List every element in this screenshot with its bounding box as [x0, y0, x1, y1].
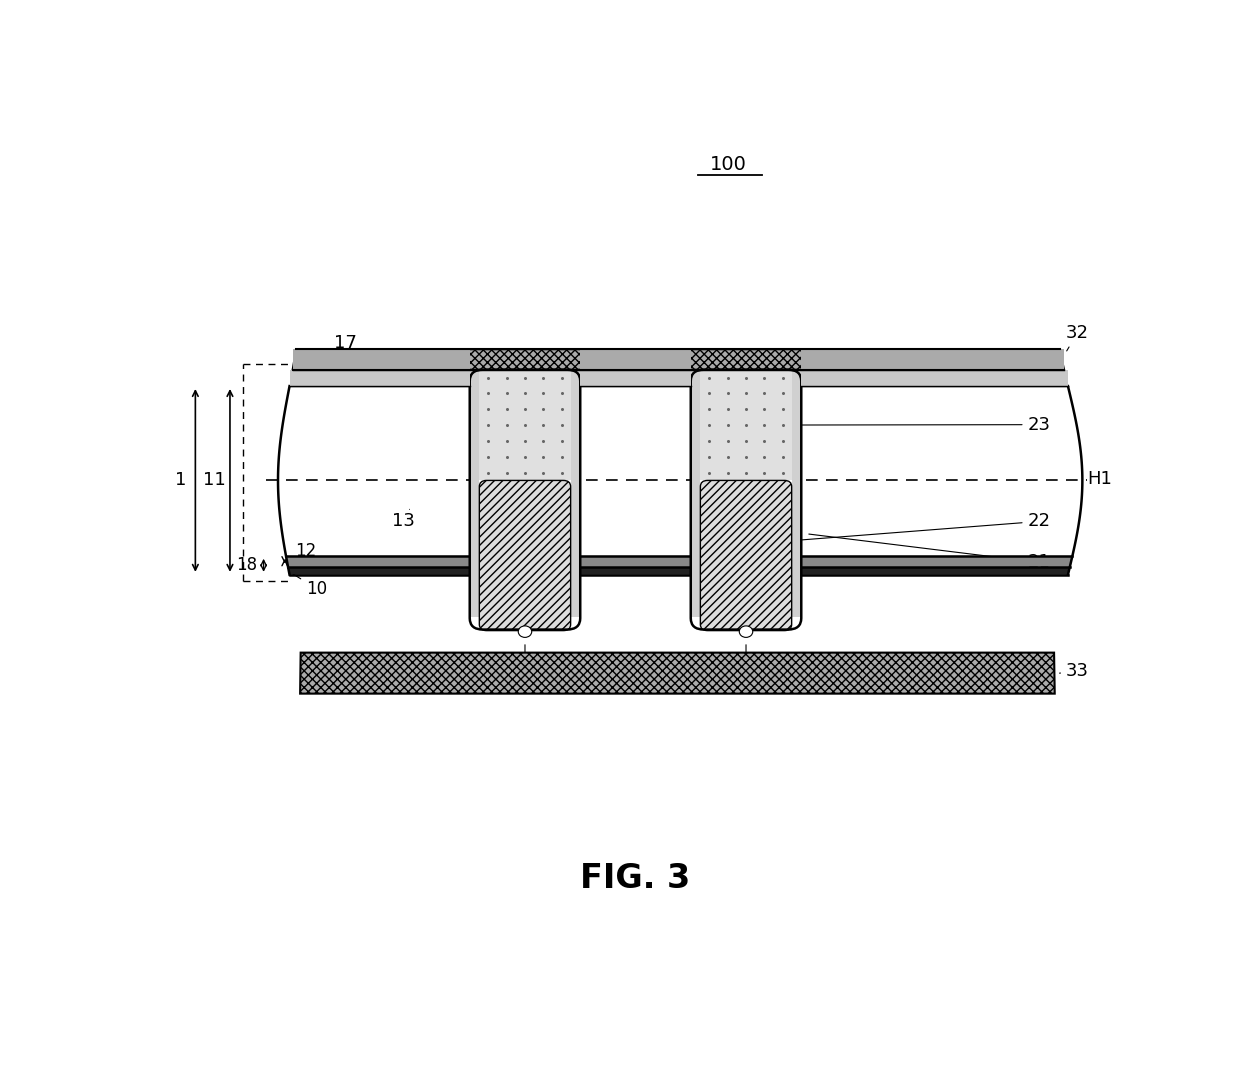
- Bar: [691, 370, 701, 617]
- Polygon shape: [801, 370, 1068, 387]
- Text: 10: 10: [290, 572, 327, 597]
- Text: 20: 20: [734, 644, 758, 697]
- Polygon shape: [801, 349, 1064, 370]
- Polygon shape: [300, 653, 1055, 693]
- Text: 13: 13: [392, 509, 414, 530]
- Text: 22: 22: [768, 512, 1050, 542]
- Text: 23: 23: [768, 415, 1050, 433]
- Text: 20: 20: [513, 644, 537, 697]
- Polygon shape: [580, 349, 691, 370]
- Text: 33: 33: [1059, 662, 1089, 681]
- Circle shape: [518, 626, 532, 637]
- Text: H1: H1: [1087, 470, 1112, 488]
- Polygon shape: [286, 556, 1073, 567]
- Polygon shape: [293, 349, 1064, 370]
- Circle shape: [739, 626, 753, 637]
- Polygon shape: [580, 370, 691, 387]
- Bar: [570, 370, 580, 617]
- FancyBboxPatch shape: [480, 480, 570, 630]
- Text: 11: 11: [203, 472, 226, 490]
- Polygon shape: [290, 370, 470, 387]
- Text: 12: 12: [295, 542, 316, 560]
- Text: 21: 21: [808, 534, 1050, 572]
- Polygon shape: [290, 370, 1068, 387]
- Text: 1: 1: [175, 472, 187, 490]
- Polygon shape: [278, 387, 1083, 575]
- Text: 17: 17: [306, 333, 357, 376]
- FancyBboxPatch shape: [691, 370, 801, 629]
- FancyBboxPatch shape: [470, 370, 580, 629]
- Text: 100: 100: [711, 155, 748, 175]
- Text: 32: 32: [1066, 324, 1089, 351]
- Text: FIG. 3: FIG. 3: [580, 862, 691, 895]
- Bar: [701, 370, 791, 480]
- FancyBboxPatch shape: [480, 480, 570, 630]
- Polygon shape: [288, 567, 1070, 575]
- Text: 18: 18: [236, 556, 257, 574]
- Bar: [791, 370, 801, 617]
- Bar: [480, 370, 570, 480]
- FancyBboxPatch shape: [701, 480, 791, 630]
- Bar: [470, 370, 480, 617]
- Polygon shape: [293, 349, 470, 370]
- FancyBboxPatch shape: [701, 480, 791, 630]
